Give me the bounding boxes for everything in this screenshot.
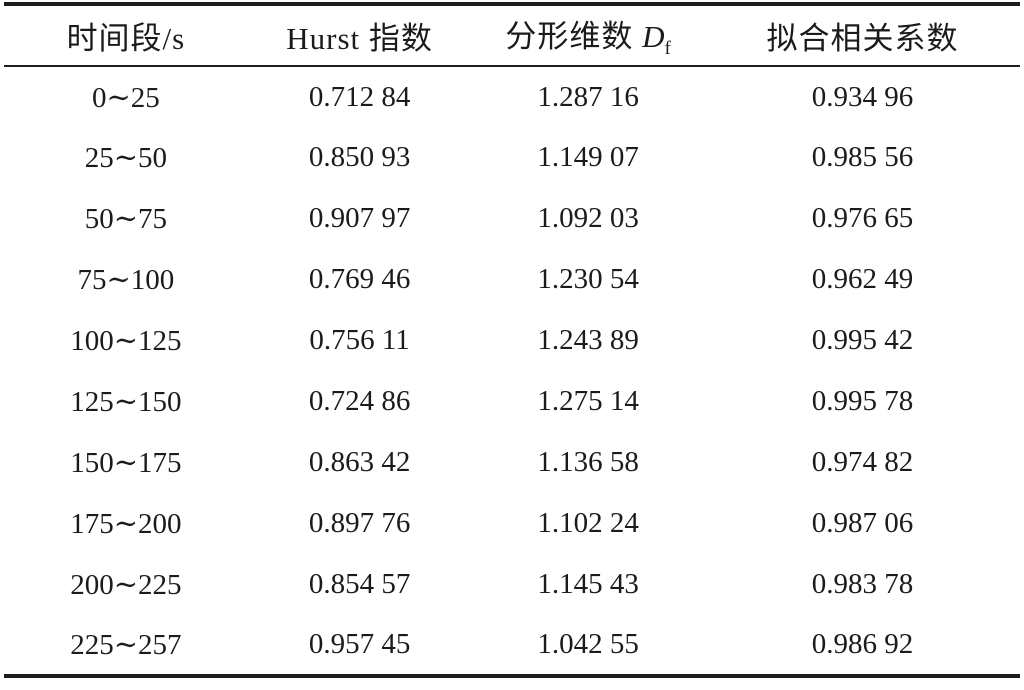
table-row: 75∼100 0.769 46 1.230 54 0.962 49 — [4, 249, 1020, 310]
cell-hurst-index: 0.854 57 — [308, 568, 411, 600]
cell-fit-correlation: 0.976 65 — [811, 202, 914, 234]
cell-time-range: 225∼257 — [70, 629, 182, 661]
variable-d-subscript: f — [664, 38, 671, 60]
header-cell-hurst-index: Hurst 指数 — [286, 21, 433, 56]
cell-fit-correlation: 0.934 96 — [811, 80, 914, 113]
cell-fractal-dimension: 1.136 58 — [537, 446, 639, 478]
cell-fit-correlation: 0.985 56 — [811, 141, 914, 173]
cell-hurst-index: 0.769 46 — [308, 263, 411, 295]
cell-fit-correlation: 0.995 42 — [811, 324, 914, 356]
cell-fractal-dimension: 1.287 16 — [537, 80, 639, 113]
cell-fit-correlation: 0.986 92 — [811, 628, 914, 660]
cell-time-range: 200∼225 — [70, 569, 182, 601]
table-row: 225∼257 0.957 45 1.042 55 0.986 92 — [4, 615, 1020, 676]
cell-fit-correlation: 0.995 78 — [811, 385, 914, 417]
fractal-dimension-label: 分形维数 — [505, 18, 643, 54]
cell-time-range: 125∼150 — [70, 386, 182, 418]
cell-hurst-index: 0.957 45 — [308, 628, 411, 660]
cell-fit-correlation: 0.983 78 — [811, 568, 914, 600]
cell-fractal-dimension: 1.042 55 — [537, 628, 639, 660]
cell-fractal-dimension: 1.230 54 — [537, 263, 639, 295]
header-cell-fit-correlation: 拟合相关系数 — [766, 21, 959, 56]
cell-fractal-dimension: 1.092 03 — [537, 202, 639, 234]
header-row: 时间段/s Hurst 指数 分形维数 Df 拟合相关系数 — [4, 4, 1020, 66]
cell-fit-correlation: 0.987 06 — [811, 507, 914, 539]
cell-hurst-index: 0.907 97 — [308, 202, 411, 234]
header-cell-fractal-dimension: 分形维数 Df — [471, 4, 705, 66]
cell-time-range: 25∼50 — [84, 142, 168, 174]
cell-hurst-index: 0.756 11 — [309, 324, 410, 356]
data-table: 时间段/s Hurst 指数 分形维数 Df 拟合相关系数 0∼25 0.712… — [4, 2, 1020, 678]
table-row: 0∼25 0.712 84 1.287 16 0.934 96 — [4, 66, 1020, 127]
cell-time-range: 50∼75 — [84, 203, 168, 235]
cell-time-range: 150∼175 — [70, 447, 182, 479]
cell-fractal-dimension: 1.243 89 — [537, 324, 639, 356]
table-row: 125∼150 0.724 86 1.275 14 0.995 78 — [4, 371, 1020, 432]
cell-fit-correlation: 0.962 49 — [811, 263, 914, 295]
table-body: 0∼25 0.712 84 1.287 16 0.934 96 25∼50 0.… — [4, 66, 1020, 676]
cell-time-range: 0∼25 — [92, 81, 160, 114]
cell-fractal-dimension: 1.275 14 — [537, 385, 639, 417]
table-header: 时间段/s Hurst 指数 分形维数 Df 拟合相关系数 — [4, 4, 1020, 66]
variable-d: D — [642, 18, 665, 54]
cell-fractal-dimension: 1.145 43 — [537, 568, 639, 600]
table-row: 150∼175 0.863 42 1.136 58 0.974 82 — [4, 432, 1020, 493]
table-row: 25∼50 0.850 93 1.149 07 0.985 56 — [4, 127, 1020, 188]
table-row: 175∼200 0.897 76 1.102 24 0.987 06 — [4, 493, 1020, 554]
cell-time-range: 100∼125 — [70, 325, 182, 357]
cell-fit-correlation: 0.974 82 — [811, 446, 914, 478]
cell-hurst-index: 0.724 86 — [308, 385, 411, 417]
cell-time-range: 175∼200 — [70, 508, 182, 540]
cell-hurst-index: 0.850 93 — [308, 141, 411, 173]
table-row: 200∼225 0.854 57 1.145 43 0.983 78 — [4, 554, 1020, 615]
cell-hurst-index: 0.897 76 — [308, 507, 411, 539]
cell-hurst-index: 0.712 84 — [308, 80, 411, 113]
table-row: 50∼75 0.907 97 1.092 03 0.976 65 — [4, 188, 1020, 249]
cell-hurst-index: 0.863 42 — [308, 446, 411, 478]
table-row: 100∼125 0.756 11 1.243 89 0.995 42 — [4, 310, 1020, 371]
cell-fractal-dimension: 1.149 07 — [537, 141, 639, 173]
cell-time-range: 75∼100 — [77, 264, 175, 296]
header-cell-time-range: 时间段/s — [66, 21, 186, 56]
cell-fractal-dimension: 1.102 24 — [537, 507, 639, 539]
